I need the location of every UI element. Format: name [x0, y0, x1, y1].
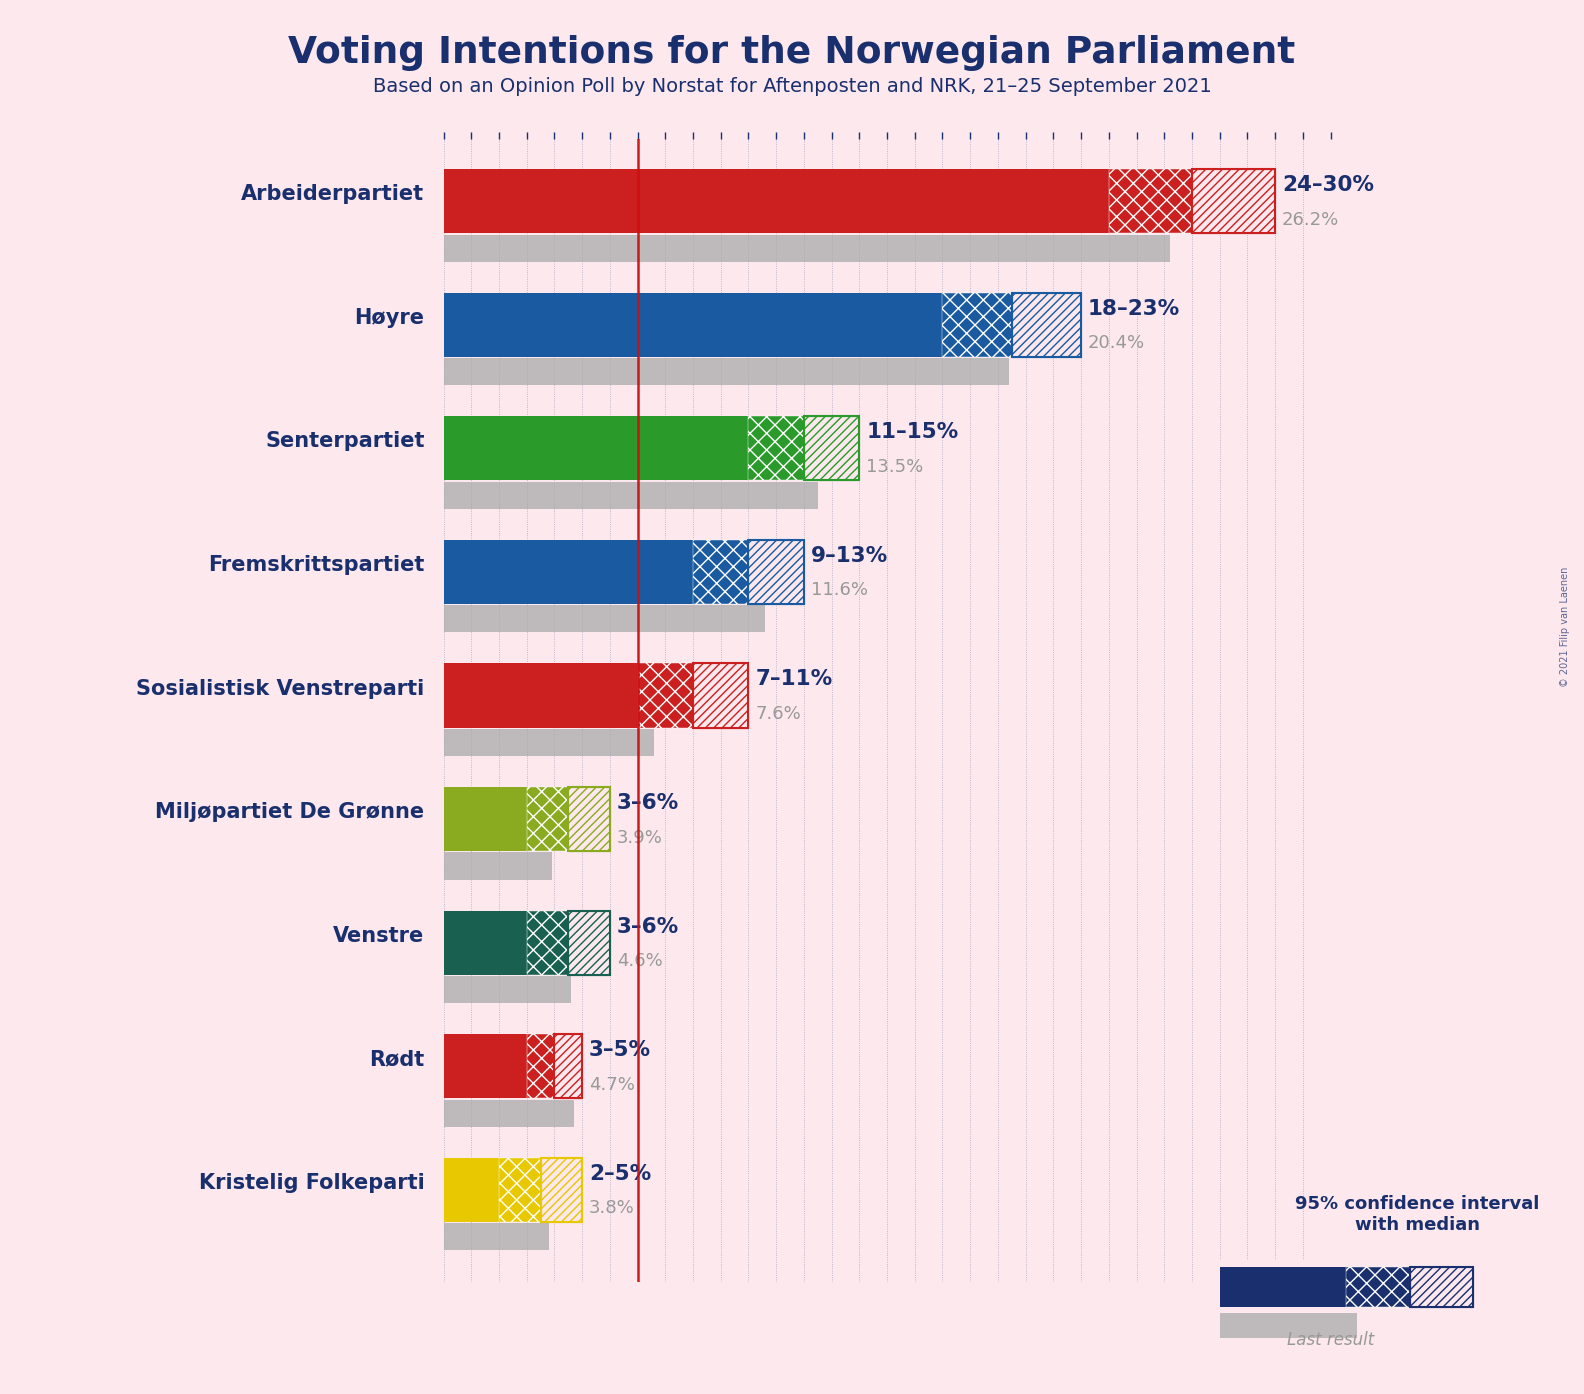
Text: 3–5%: 3–5%	[589, 1040, 651, 1061]
Text: Based on an Opinion Poll by Norstat for Aftenposten and NRK, 21–25 September 202: Based on an Opinion Poll by Norstat for …	[372, 77, 1212, 96]
Bar	[942, 293, 1012, 357]
Bar	[749, 539, 805, 604]
Bar	[444, 1034, 527, 1098]
Bar	[694, 664, 749, 728]
Bar	[1012, 293, 1082, 357]
Text: Sosialistisk Venstreparti: Sosialistisk Venstreparti	[136, 679, 425, 698]
Text: 95% confidence interval
with median: 95% confidence interval with median	[1296, 1195, 1540, 1234]
Bar	[444, 1100, 573, 1126]
Bar	[444, 169, 1109, 233]
Bar	[569, 788, 610, 852]
Bar	[1220, 1267, 1346, 1306]
Bar	[554, 1034, 583, 1098]
Text: 3–6%: 3–6%	[616, 793, 680, 813]
Bar	[444, 664, 638, 728]
Text: Høyre: Høyre	[355, 308, 425, 328]
Bar	[749, 417, 805, 481]
Text: 18–23%: 18–23%	[1088, 298, 1180, 319]
Bar	[527, 910, 569, 974]
Text: Kristelig Folkeparti: Kristelig Folkeparti	[198, 1172, 425, 1193]
Text: 11.6%: 11.6%	[811, 581, 868, 599]
Bar	[444, 293, 942, 357]
Text: 7.6%: 7.6%	[756, 705, 802, 723]
Bar	[444, 358, 1009, 385]
Text: © 2021 Filip van Laenen: © 2021 Filip van Laenen	[1560, 567, 1570, 687]
Bar	[694, 539, 749, 604]
Text: Voting Intentions for the Norwegian Parliament: Voting Intentions for the Norwegian Parl…	[288, 35, 1296, 71]
Bar	[444, 605, 765, 633]
Bar	[554, 1034, 583, 1098]
Bar	[444, 729, 654, 756]
Text: 2–5%: 2–5%	[589, 1164, 651, 1184]
Bar	[638, 664, 694, 728]
Bar	[527, 1034, 554, 1098]
Text: 24–30%: 24–30%	[1281, 176, 1373, 195]
Bar	[1220, 1313, 1357, 1338]
Text: 7–11%: 7–11%	[756, 669, 833, 690]
Bar	[1410, 1267, 1473, 1306]
Text: 13.5%: 13.5%	[866, 457, 923, 475]
Bar	[444, 234, 1171, 262]
Text: 3.9%: 3.9%	[616, 828, 662, 846]
Text: 4.6%: 4.6%	[616, 952, 662, 970]
Bar	[444, 853, 551, 880]
Bar	[444, 1157, 499, 1223]
Bar	[444, 482, 817, 509]
Bar	[1109, 169, 1193, 233]
Bar	[805, 417, 860, 481]
Bar	[444, 976, 572, 1004]
Bar	[569, 788, 610, 852]
Text: Senterpartiet: Senterpartiet	[265, 431, 425, 452]
Text: 9–13%: 9–13%	[811, 546, 889, 566]
Bar	[540, 1157, 583, 1223]
Bar	[1012, 293, 1082, 357]
Bar	[569, 910, 610, 974]
Bar	[694, 664, 749, 728]
Bar	[444, 417, 749, 481]
Bar	[444, 910, 527, 974]
Text: Last result: Last result	[1286, 1331, 1375, 1349]
Text: 3.8%: 3.8%	[589, 1199, 635, 1217]
Bar	[1346, 1267, 1410, 1306]
Text: 3–6%: 3–6%	[616, 917, 680, 937]
Text: Venstre: Venstre	[333, 926, 425, 945]
Bar	[499, 1157, 540, 1223]
Bar	[749, 539, 805, 604]
Bar	[444, 788, 527, 852]
Text: Fremskrittspartiet: Fremskrittspartiet	[208, 555, 425, 574]
Text: Miljøpartiet De Grønne: Miljøpartiet De Grønne	[155, 802, 425, 822]
Text: Arbeiderpartiet: Arbeiderpartiet	[241, 184, 425, 204]
Bar	[444, 539, 694, 604]
Bar	[527, 788, 569, 852]
Bar	[1193, 169, 1275, 233]
Text: 20.4%: 20.4%	[1088, 335, 1145, 353]
Text: 26.2%: 26.2%	[1281, 210, 1340, 229]
Bar	[444, 1223, 550, 1250]
Text: 4.7%: 4.7%	[589, 1076, 635, 1094]
Text: 11–15%: 11–15%	[866, 422, 958, 442]
Bar	[569, 910, 610, 974]
Bar	[1410, 1267, 1473, 1306]
Bar	[1193, 169, 1275, 233]
Bar	[805, 417, 860, 481]
Bar	[540, 1157, 583, 1223]
Text: Rødt: Rødt	[369, 1050, 425, 1069]
